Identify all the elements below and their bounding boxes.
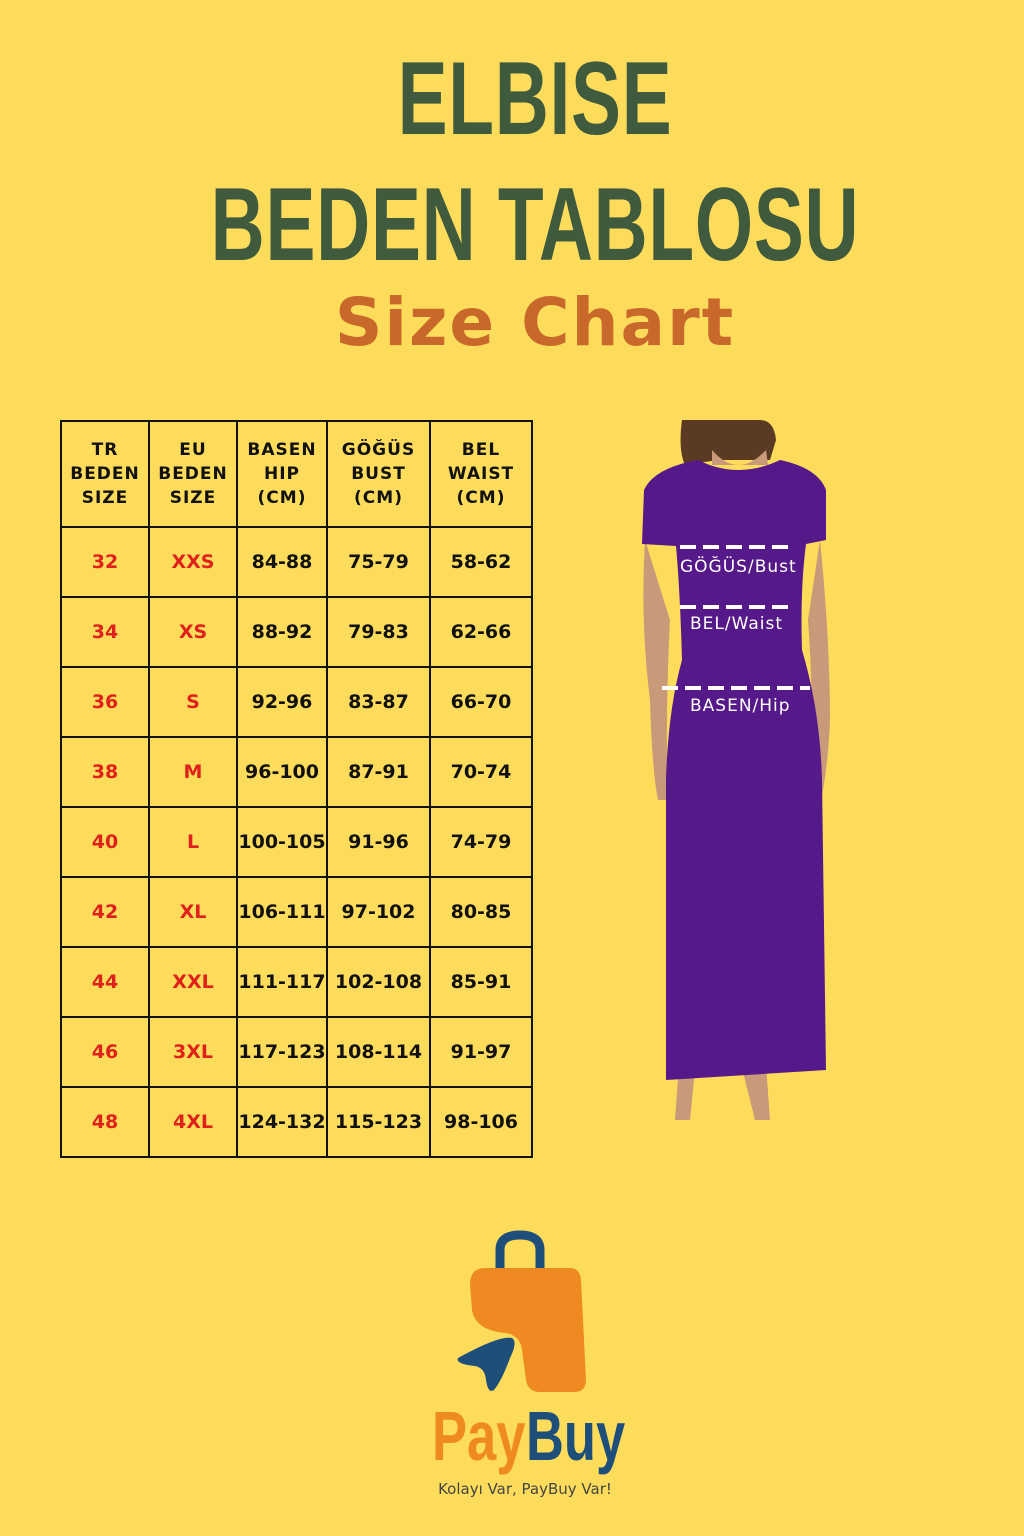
table-cell: 115-123 xyxy=(326,1086,431,1158)
table-cell: 32 xyxy=(60,526,150,598)
column-header: TR BEDEN SIZE xyxy=(60,420,150,528)
table-cell: 85-91 xyxy=(429,946,533,1018)
title-size-chart: Size Chart xyxy=(334,284,736,361)
table-row: 40 L 100-105 91-96 74-79 xyxy=(60,806,533,878)
table-cell: M xyxy=(148,736,238,808)
table-cell: 111-117 xyxy=(236,946,328,1018)
table-cell: XS xyxy=(148,596,238,668)
table-cell: 36 xyxy=(60,666,150,738)
table-cell: 66-70 xyxy=(429,666,533,738)
column-header: EU BEDEN SIZE xyxy=(148,420,238,528)
table-cell: 4XL xyxy=(148,1086,238,1158)
header-line: SIZE xyxy=(169,488,217,508)
header-line: GÖĞÜS xyxy=(341,440,416,460)
size-table: TR BEDEN SIZE EU BEDEN SIZE BASEN HIP (CM) GÖĞÜS B… xyxy=(60,420,533,1158)
column-header: BASEN HIP (CM) xyxy=(236,420,328,528)
table-cell: 92-96 xyxy=(236,666,328,738)
table-row: 32 XXS 84-88 75-79 58-62 xyxy=(60,526,533,598)
table-cell: 79-83 xyxy=(326,596,431,668)
table-cell: 91-96 xyxy=(326,806,431,878)
waist-label: BEL/Waist xyxy=(690,614,783,634)
table-cell: 108-114 xyxy=(326,1016,431,1088)
brand-pay: Pay xyxy=(432,1397,526,1475)
table-cell: 80-85 xyxy=(429,876,533,948)
header-line: (CM) xyxy=(257,488,307,508)
header-line: (CM) xyxy=(354,488,403,508)
header-line: BUST xyxy=(351,464,406,484)
table-cell: 117-123 xyxy=(236,1016,328,1088)
table-cell: 124-132 xyxy=(236,1086,328,1158)
table-cell: 87-91 xyxy=(326,736,431,808)
column-header: GÖĞÜS BUST (CM) xyxy=(326,420,431,528)
column-header: BEL WAIST (CM) xyxy=(429,420,533,528)
table-cell: 84-88 xyxy=(236,526,328,598)
table-cell: 44 xyxy=(60,946,150,1018)
table-cell: 83-87 xyxy=(326,666,431,738)
brand-buy: Buy xyxy=(526,1397,626,1475)
table-row: 48 4XL 124-132 115-123 98-106 xyxy=(60,1086,533,1158)
table-cell: 100-105 xyxy=(236,806,328,878)
bust-label: GÖĞÜS/Bust xyxy=(680,557,797,577)
table-row: 38 M 96-100 87-91 70-74 xyxy=(60,736,533,808)
table-cell: 75-79 xyxy=(326,526,431,598)
table-cell: 74-79 xyxy=(429,806,533,878)
table-cell: 58-62 xyxy=(429,526,533,598)
header-line: (CM) xyxy=(456,488,506,508)
table-cell: 40 xyxy=(60,806,150,878)
header-line: WAIST xyxy=(447,464,515,484)
table-cell: 48 xyxy=(60,1086,150,1158)
table-cell: XXS xyxy=(148,526,238,598)
header-line: EU xyxy=(179,440,207,460)
hip-label: BASEN/Hip xyxy=(690,696,791,716)
header-line: SIZE xyxy=(81,488,129,508)
table-row: 46 3XL 117-123 108-114 91-97 xyxy=(60,1016,533,1088)
table-cell: XL xyxy=(148,876,238,948)
table-cell: S xyxy=(148,666,238,738)
paybuy-bag-logo-icon xyxy=(430,1230,600,1404)
header-line: BEDEN xyxy=(70,464,140,484)
table-cell: 96-100 xyxy=(236,736,328,808)
header-line: TR xyxy=(91,440,119,460)
header-line: BASEN xyxy=(247,440,317,460)
table-cell: 98-106 xyxy=(429,1086,533,1158)
table-cell: 91-97 xyxy=(429,1016,533,1088)
table-row: 36 S 92-96 83-87 66-70 xyxy=(60,666,533,738)
table-cell: 70-74 xyxy=(429,736,533,808)
table-cell: L xyxy=(148,806,238,878)
table-cell: 46 xyxy=(60,1016,150,1088)
table-cell: 62-66 xyxy=(429,596,533,668)
title-line-2: BEDEN TABLOSU xyxy=(210,167,860,283)
model-dress-image: GÖĞÜS/Bust BEL/Waist BASEN/Hip xyxy=(630,420,850,1134)
header-line: BEL xyxy=(461,440,501,460)
table-row: 34 XS 88-92 79-83 62-66 xyxy=(60,596,533,668)
header-line: HIP xyxy=(263,464,300,484)
table-cell: 38 xyxy=(60,736,150,808)
table-cell: 97-102 xyxy=(326,876,431,948)
table-cell: 106-111 xyxy=(236,876,328,948)
table-cell: 102-108 xyxy=(326,946,431,1018)
brand-tagline: Kolayı Var, PayBuy Var! xyxy=(438,1480,612,1498)
table-row: 42 XL 106-111 97-102 80-85 xyxy=(60,876,533,948)
title-line-1: ELBISE xyxy=(397,41,673,157)
header-line: BEDEN xyxy=(158,464,228,484)
table-cell: 42 xyxy=(60,876,150,948)
table-cell: 3XL xyxy=(148,1016,238,1088)
table-cell: 34 xyxy=(60,596,150,668)
table-cell: XXL xyxy=(148,946,238,1018)
table-cell: 88-92 xyxy=(236,596,328,668)
table-row: 44 XXL 111-117 102-108 85-91 xyxy=(60,946,533,1018)
